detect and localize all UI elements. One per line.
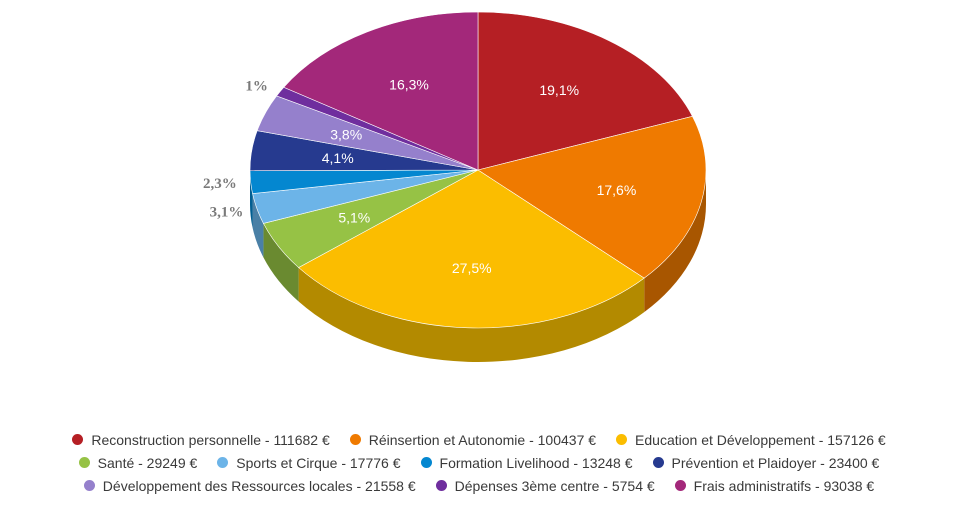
legend-item[interactable]: Education et Développement - 157126 € (616, 432, 886, 448)
legend-item[interactable]: Frais administratifs - 93038 € (674, 477, 875, 494)
pie-label-reinsertion-et-autonomie: 17,6% (597, 182, 637, 198)
legend-swatch (652, 457, 664, 468)
pie-side-education-et-developpement (298, 267, 645, 362)
chart-legend: Reconstruction personnelle - 111682 € Réi… (0, 428, 958, 497)
legend-label: Prévention et Plaidoyer - 23400 € (671, 454, 880, 471)
legend-item[interactable]: Santé - 29249 € (78, 454, 198, 471)
pie-label-developpement-des-ressources-locales: 3,8% (330, 127, 362, 143)
legend-item[interactable]: Sports et Cirque - 17776 € (217, 454, 401, 471)
legend-swatch (420, 457, 432, 468)
pie-label-reconstruction-personnelle: 19,1% (539, 82, 579, 98)
pie-label-sante: 5,1% (338, 209, 370, 225)
legend-item[interactable]: Reconstruction personnelle - 111682 € (72, 431, 330, 448)
legend-label: Formation Livelihood - 13248 € (439, 454, 633, 471)
pie-label-education-et-developpement: 27,5% (452, 260, 492, 276)
legend-item[interactable]: Formation Livelihood - 13248 € (420, 454, 633, 471)
pie-slice-reconstruction-personnelle (477, 11, 693, 171)
pie-side-layer (250, 170, 706, 362)
legend-row: Reconstruction personnelle - 111682 € Réi… (0, 428, 958, 451)
legend-swatch (72, 434, 84, 445)
legend-swatch (349, 434, 361, 445)
pie-top-layer (249, 11, 707, 329)
legend-swatch (78, 457, 90, 468)
pie-label-depenses-3eme-centre: 1% (245, 79, 268, 95)
pie-label-frais-administratifs: 16,3% (389, 76, 429, 92)
legend-label: Dépenses 3ème centre - 5754 € (454, 477, 655, 494)
legend-swatch (83, 480, 95, 491)
legend-label: Reconstruction personnelle - 111682 € (91, 431, 330, 448)
legend-swatch (217, 457, 229, 468)
pie-side-sports-et-cirque (252, 193, 264, 258)
legend-swatch (435, 480, 447, 491)
pie-label-formation-livelihood: 2,3% (203, 176, 237, 192)
pie-chart-svg: 19,1% 17,6% 27,5% 5,1% 3,1% 2,3% 4,1% 3,8% 1% 16,… (203, 11, 707, 362)
pie-slice-education-et-developpement (298, 169, 645, 329)
legend-label: Education et Développement - 157126 € (635, 431, 886, 448)
pie-side-sante (263, 223, 299, 302)
legend-label: Frais administratifs - 93038 € (693, 477, 875, 494)
legend-row: Santé - 29249 € Sports et Cirque - 17776 … (0, 451, 958, 474)
legend-item[interactable]: Prévention et Plaidoyer - 23400 € (652, 454, 880, 471)
legend-item[interactable]: Dépenses 3ème centre - 5754 € (435, 477, 655, 494)
pie-label-layer: 19,1% 17,6% 27,5% 5,1% 3,1% 2,3% 4,1% 3,8% 1% 16,… (203, 76, 636, 275)
legend-swatch (616, 434, 628, 445)
pie-label-prevention-et-plaidoyer: 4,1% (322, 150, 354, 166)
legend-label: Sports et Cirque - 17776 € (236, 454, 401, 471)
legend-item[interactable]: Développement des Ressources locales - 2… (83, 477, 416, 494)
pie-side-reinsertion-et-autonomie (644, 170, 706, 313)
legend-item[interactable]: Réinsertion et Autonomie - 100437 € (349, 431, 597, 448)
pie-slice-frais-administratifs (283, 11, 479, 171)
legend-swatch (674, 480, 686, 491)
legend-row: Développement des Ressources locales - 2… (0, 474, 958, 497)
pie-label-sports-et-cirque: 3,1% (210, 205, 244, 221)
pie-side-formation-livelihood (250, 170, 253, 228)
pie-slice-reinsertion-et-autonomie (477, 115, 707, 279)
legend-label: Santé - 29249 € (97, 454, 198, 471)
legend-label: Développement des Ressources locales - 2… (102, 477, 416, 494)
legend-label: Réinsertion et Autonomie - 100437 € (368, 431, 597, 448)
